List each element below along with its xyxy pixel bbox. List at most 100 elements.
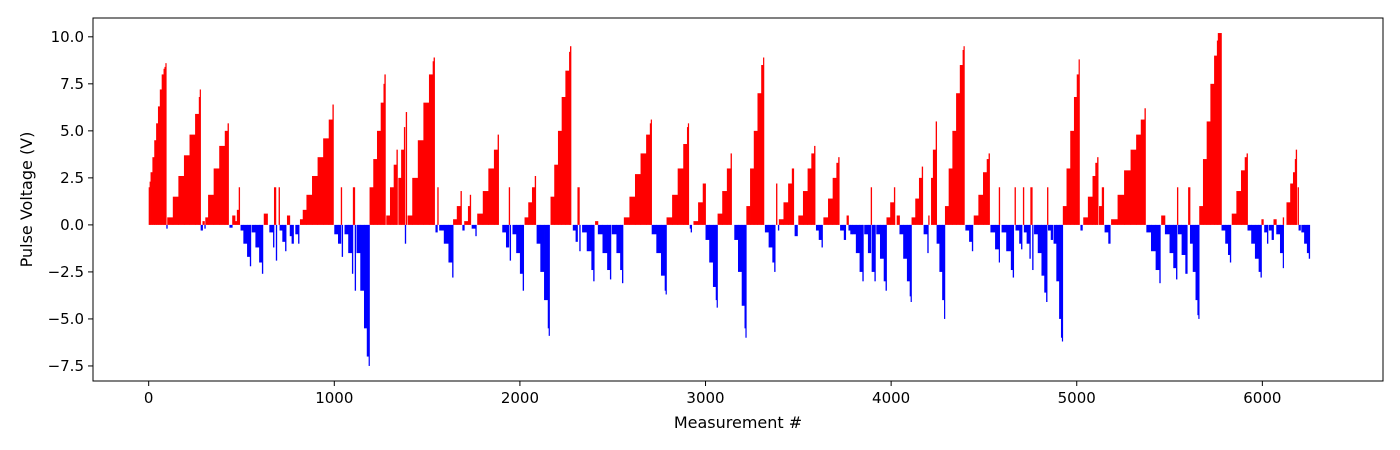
positive-pulse-bar xyxy=(227,123,229,225)
x-tick-label: 4000 xyxy=(872,389,910,407)
negative-pulse-bar xyxy=(923,224,928,235)
positive-pulse-bar xyxy=(1282,217,1285,225)
negative-pulse-bar xyxy=(341,224,344,257)
negative-pulse-bar xyxy=(716,224,718,308)
positive-pulse-bar xyxy=(299,219,304,225)
negative-pulse-bar xyxy=(1306,224,1310,254)
positive-pulse-bar xyxy=(1261,219,1264,225)
x-tick-label: 5000 xyxy=(1058,389,1096,407)
positive-pulse-bar xyxy=(432,61,434,225)
positive-pulse-bar xyxy=(156,123,159,225)
negative-pulse-bar xyxy=(1282,224,1284,269)
negative-pulse-bar xyxy=(689,224,692,229)
positive-pulse-bar xyxy=(1244,157,1247,225)
positive-pulse-bar xyxy=(702,183,706,225)
positive-pulse-bar xyxy=(164,66,166,225)
positive-pulse-bar xyxy=(746,206,751,225)
positive-pulse-bar xyxy=(1217,33,1221,225)
negative-pulse-bar xyxy=(200,224,203,231)
y-tick-label: −2.5 xyxy=(48,263,84,281)
positive-pulse-bar xyxy=(577,187,580,225)
negative-pulse-bar xyxy=(285,224,287,252)
negative-pulse-bar xyxy=(867,224,872,254)
negative-pulse-bar xyxy=(475,224,477,237)
x-tick-label: 1000 xyxy=(315,389,353,407)
negative-pulse-bar xyxy=(616,224,621,254)
positive-pulse-bar xyxy=(376,130,382,225)
y-tick-label: 5.0 xyxy=(60,122,84,140)
negative-pulse-bar xyxy=(368,224,370,366)
positive-pulse-bar xyxy=(634,174,641,225)
negative-pulse-bar xyxy=(1059,224,1062,319)
positive-pulse-bar xyxy=(646,134,651,225)
positive-pulse-bar xyxy=(788,183,793,225)
negative-pulse-bar xyxy=(166,224,168,229)
negative-pulse-bar xyxy=(536,224,541,244)
positive-pulse-bar xyxy=(814,145,816,225)
negative-pulse-bar xyxy=(1266,224,1269,244)
positive-pulse-bar xyxy=(493,149,499,225)
positive-pulse-bar xyxy=(195,113,200,225)
negative-pulse-bar xyxy=(990,224,996,233)
positive-pulse-bar xyxy=(433,57,435,225)
positive-pulse-bar xyxy=(978,194,984,225)
positive-pulse-bar xyxy=(823,217,829,225)
positive-pulse-bar xyxy=(531,187,536,225)
negative-pulse-bar xyxy=(1050,224,1054,240)
negative-pulse-bar xyxy=(971,224,974,252)
positive-pulse-bar xyxy=(935,121,938,225)
positive-pulse-bar xyxy=(1273,219,1277,225)
negative-pulse-bar xyxy=(1197,224,1199,316)
negative-pulse-bar xyxy=(1189,224,1194,244)
negative-pulse-bar xyxy=(772,224,775,263)
positive-pulse-bar xyxy=(1290,183,1294,225)
negative-pulse-bar xyxy=(818,224,822,240)
negative-pulse-bar xyxy=(351,224,354,274)
positive-pulse-bar xyxy=(911,217,916,225)
positive-pulse-bar xyxy=(890,202,895,225)
negative-pulse-bar xyxy=(1108,224,1111,244)
positive-pulse-bar xyxy=(1292,172,1296,225)
negative-pulse-bar xyxy=(1047,224,1052,231)
positive-pulse-bar xyxy=(202,221,205,225)
negative-pulse-bar xyxy=(1298,224,1301,231)
positive-pulse-bar xyxy=(1202,159,1208,225)
y-tick-label: 2.5 xyxy=(60,169,84,187)
negative-pulse-bar xyxy=(452,224,454,278)
positive-pulse-bar xyxy=(154,140,157,225)
negative-pulse-bar xyxy=(883,224,886,282)
positive-pulse-bar xyxy=(1236,191,1242,225)
negative-pulse-bar xyxy=(621,224,624,284)
negative-pulse-bar xyxy=(586,224,592,252)
positive-pulse-bar xyxy=(332,104,334,225)
negative-pulse-bar xyxy=(768,224,773,248)
negative-pulse-bar xyxy=(712,224,717,287)
negative-pulse-bar xyxy=(879,224,885,259)
negative-pulse-bar xyxy=(939,224,943,272)
positive-pulse-bar xyxy=(401,149,405,225)
positive-pulse-bar xyxy=(998,187,1001,225)
negative-pulse-bar xyxy=(1264,224,1268,233)
y-tick-label: 7.5 xyxy=(60,75,84,93)
negative-pulse-bar xyxy=(512,224,517,235)
negative-pulse-bar xyxy=(502,224,507,233)
positive-pulse-bar xyxy=(1140,119,1145,225)
x-tick-label: 0 xyxy=(144,389,154,407)
positive-pulse-bar xyxy=(948,168,953,225)
positive-pulse-bar xyxy=(384,74,386,225)
negative-pulse-bar xyxy=(443,224,449,244)
negative-pulse-bar xyxy=(864,224,869,235)
positive-pulse-bar xyxy=(783,202,789,225)
x-tick-label: 2000 xyxy=(501,389,539,407)
negative-pulse-bar xyxy=(885,224,887,291)
negative-pulse-bar xyxy=(815,224,820,231)
positive-pulse-bar xyxy=(273,187,277,225)
negative-pulse-bar xyxy=(876,224,881,235)
positive-pulse-bar xyxy=(467,206,471,225)
negative-pulse-bar xyxy=(909,224,912,297)
negative-pulse-bar xyxy=(448,224,453,263)
negative-pulse-bar xyxy=(516,224,521,254)
positive-pulse-bar xyxy=(570,46,572,225)
negative-pulse-bar xyxy=(843,224,847,240)
